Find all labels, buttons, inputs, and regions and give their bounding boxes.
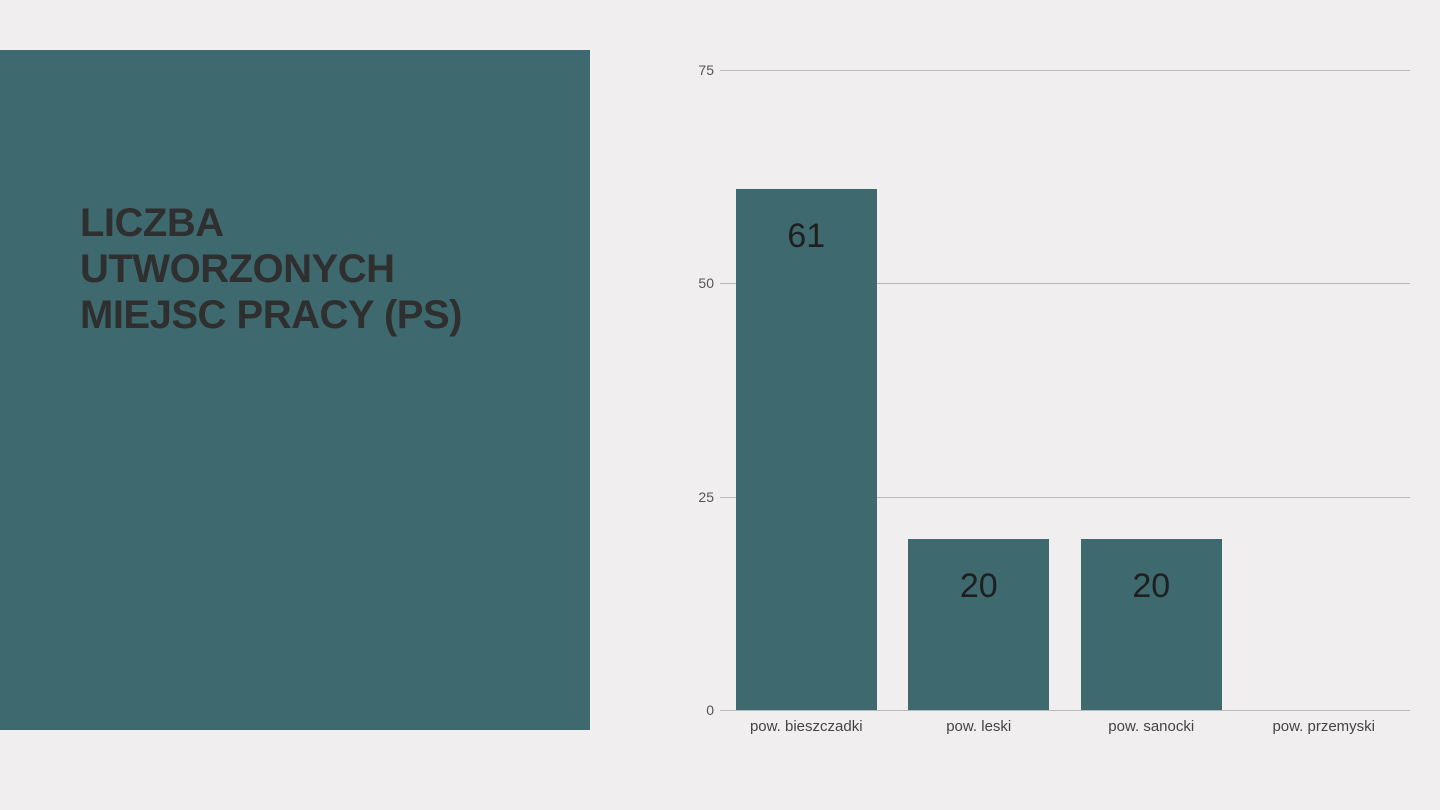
gridline bbox=[720, 70, 1410, 71]
title-line-2: UTWORZONYCH bbox=[80, 246, 540, 292]
bar bbox=[736, 189, 877, 710]
bar-chart: 0255075612020 pow. bieszczadkipow. leski… bbox=[690, 70, 1410, 750]
slide-root: LICZBA UTWORZONYCH MIEJSC PRACY (PS) 0 25… bbox=[0, 0, 1440, 810]
y-tick-label: 50 bbox=[698, 275, 714, 291]
title-underline bbox=[80, 360, 480, 366]
y-tick-label: 75 bbox=[698, 62, 714, 78]
x-category-label: pow. sanocki bbox=[1065, 718, 1238, 735]
bar-value-label: 20 bbox=[1081, 567, 1222, 606]
title-line-3: MIEJSC PRACY (PS) bbox=[80, 292, 540, 338]
bar bbox=[1081, 539, 1222, 710]
bar-value-label: 61 bbox=[736, 217, 877, 256]
left-color-panel bbox=[0, 50, 590, 730]
chart-plot-area: 0255075612020 bbox=[720, 70, 1410, 710]
gridline bbox=[720, 710, 1410, 711]
y-tick-label: 25 bbox=[698, 489, 714, 505]
title-block: LICZBA UTWORZONYCH MIEJSC PRACY (PS) bbox=[80, 200, 540, 366]
y-tick-label: 0 bbox=[706, 702, 714, 718]
x-category-label: pow. bieszczadki bbox=[720, 718, 893, 735]
bar-value-label: 20 bbox=[908, 567, 1049, 606]
x-category-label: pow. przemyski bbox=[1238, 718, 1411, 735]
bar bbox=[908, 539, 1049, 710]
title-line-1: LICZBA bbox=[80, 200, 540, 246]
x-category-label: pow. leski bbox=[893, 718, 1066, 735]
